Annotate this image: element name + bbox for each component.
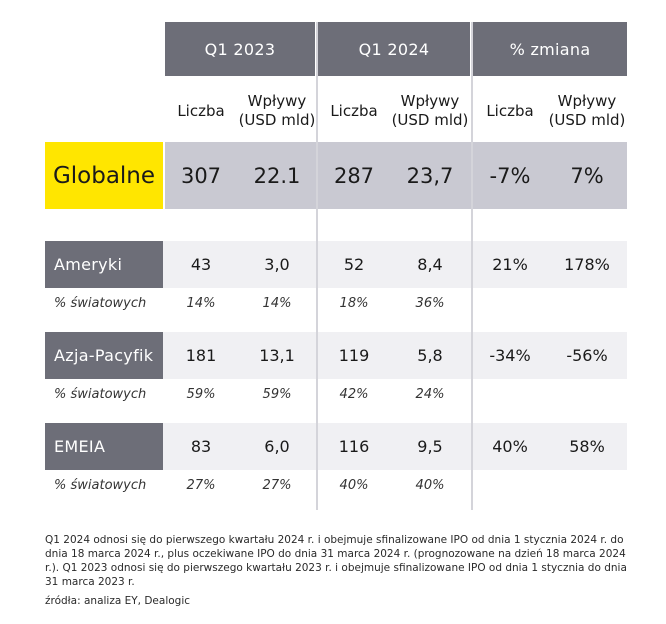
share-value: 27% (262, 477, 292, 493)
region-value: 8,4 (417, 255, 443, 274)
region-value: 181 (185, 346, 217, 365)
share-value: 40% (339, 477, 369, 493)
global-label: Globalne (45, 142, 163, 209)
header-q1-2024: Q1 2024 (318, 22, 470, 76)
header-q1-2023: Q1 2023 (165, 22, 315, 76)
region-value: 3,0 (264, 255, 290, 274)
subheader-count-change: Liczba (486, 101, 534, 120)
column-divider (471, 22, 473, 510)
subheader-proceeds-line1: Wpływy (247, 92, 307, 110)
region-value: 58% (569, 437, 605, 456)
global-value: 307 (180, 163, 222, 188)
share-value: 24% (415, 386, 445, 402)
share-value: 27% (186, 477, 216, 493)
share-value: 59% (262, 386, 292, 402)
subheader-proceeds-line2: (USD mld) (548, 111, 626, 129)
subheader-count-2024: Liczba (330, 101, 378, 120)
region-value: 178% (564, 255, 610, 274)
region-value: 5,8 (417, 346, 443, 365)
region-value: 40% (492, 437, 528, 456)
region-value: 6,0 (264, 437, 290, 456)
region-label-americas: Ameryki (45, 241, 163, 288)
region-value: -34% (489, 346, 531, 365)
subheader-count-2023: Liczba (177, 101, 225, 120)
region-value: 9,5 (417, 437, 443, 456)
region-value: 13,1 (259, 346, 295, 365)
subheader-proceeds-2023: Wpływy (USD mld) (237, 92, 317, 130)
subheader-proceeds-line2: (USD mld) (391, 111, 469, 129)
region-value: 83 (190, 437, 212, 456)
subheader-proceeds-line1: Wpływy (400, 92, 460, 110)
subheader-proceeds-change: Wpływy (USD mld) (547, 92, 627, 130)
share-value: 36% (415, 295, 445, 311)
subheader-proceeds-2024: Wpływy (USD mld) (390, 92, 470, 130)
region-value: 119 (338, 346, 370, 365)
share-value: 42% (339, 386, 369, 402)
region-value: 43 (190, 255, 212, 274)
region-value: -56% (566, 346, 608, 365)
region-value: 21% (492, 255, 528, 274)
subheader-proceeds-line1: Wpływy (557, 92, 617, 110)
global-value: 23,7 (406, 163, 454, 188)
region-label-emeia: EMEIA (45, 423, 163, 470)
share-label: % światowych (54, 295, 147, 311)
footnote: Q1 2024 odnosi się do pierwszego kwartał… (45, 534, 627, 588)
region-label-asia-pacific: Azja-Pacyfik (45, 332, 163, 379)
share-value: 14% (186, 295, 216, 311)
share-label: % światowych (54, 386, 147, 402)
column-divider (316, 22, 318, 510)
share-value: 40% (415, 477, 445, 493)
region-value: 52 (343, 255, 365, 274)
global-value: 7% (570, 163, 604, 188)
region-value: 116 (338, 437, 370, 456)
global-value: -7% (489, 163, 531, 188)
share-value: 18% (339, 295, 369, 311)
source-note: źródła: analiza EY, Dealogic (45, 595, 191, 607)
share-label: % światowych (54, 477, 147, 493)
global-value: 287 (333, 163, 375, 188)
global-row-background (165, 142, 627, 209)
subheader-proceeds-line2: (USD mld) (238, 111, 316, 129)
global-value: 22.1 (253, 163, 301, 188)
share-value: 59% (186, 386, 216, 402)
share-value: 14% (262, 295, 292, 311)
header-change: % zmiana (473, 22, 627, 76)
